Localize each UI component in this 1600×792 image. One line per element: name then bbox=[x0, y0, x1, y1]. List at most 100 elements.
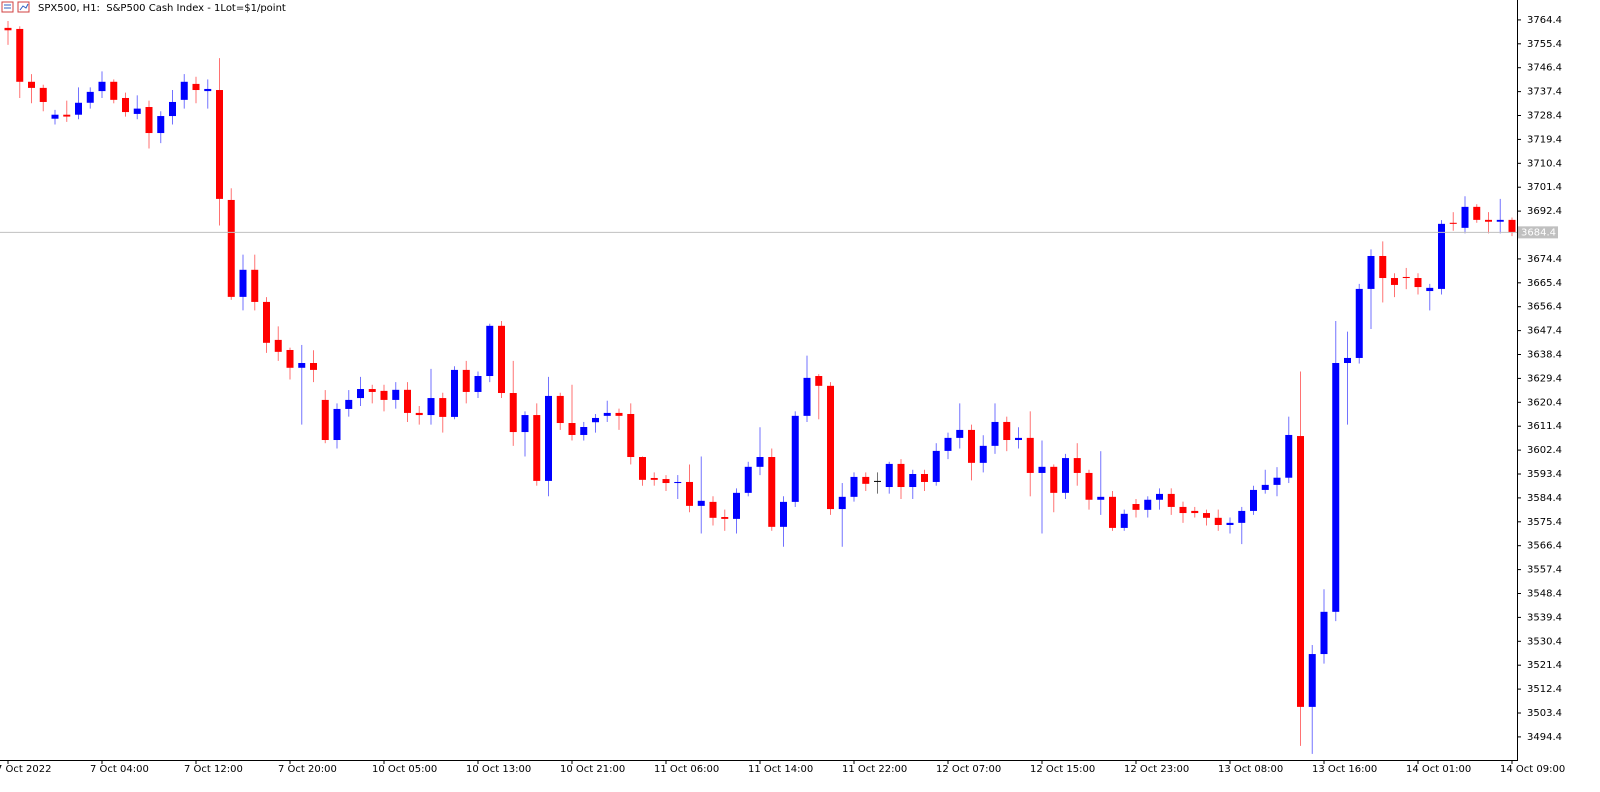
candle-body bbox=[462, 369, 470, 392]
candle-body bbox=[51, 114, 59, 119]
candle-body bbox=[1391, 278, 1398, 285]
candle-body bbox=[1203, 513, 1210, 518]
candle-body bbox=[380, 390, 388, 400]
candle-body bbox=[1285, 434, 1293, 478]
x-tick-label: 14 Oct 09:00 bbox=[1500, 764, 1565, 775]
candle-body bbox=[1050, 466, 1058, 493]
candle-body bbox=[1273, 477, 1281, 485]
candle-body bbox=[556, 395, 564, 424]
y-tick-label: 3674.4 bbox=[1527, 254, 1562, 265]
y-tick-label: 3530.4 bbox=[1527, 636, 1562, 647]
y-tick-label: 3494.4 bbox=[1527, 732, 1562, 743]
candle-body bbox=[815, 376, 823, 386]
x-tick-label: 7 Oct 2022 bbox=[0, 764, 51, 775]
y-tick-label: 3512.4 bbox=[1527, 684, 1562, 695]
current-price-label: 3684.4 bbox=[1521, 227, 1556, 238]
candle-body bbox=[474, 376, 482, 392]
y-tick-label: 3548.4 bbox=[1527, 589, 1562, 600]
candle-body bbox=[1320, 611, 1328, 655]
header-icons bbox=[1, 1, 30, 13]
candle-body bbox=[521, 415, 529, 433]
candle-body bbox=[333, 408, 341, 441]
candle-body bbox=[1109, 496, 1116, 528]
candle-body bbox=[733, 492, 740, 519]
candle-body bbox=[216, 90, 223, 199]
candle-body bbox=[1120, 513, 1128, 528]
candle-body bbox=[639, 457, 646, 480]
candle-body bbox=[603, 412, 611, 416]
candle-body bbox=[921, 474, 928, 482]
candle-body bbox=[686, 481, 693, 506]
candle-body bbox=[709, 501, 717, 518]
candle-body bbox=[627, 413, 635, 458]
candle-body bbox=[133, 108, 141, 114]
candle-body bbox=[28, 81, 35, 88]
y-tick-label: 3647.4 bbox=[1527, 326, 1562, 337]
x-tick-label: 11 Oct 14:00 bbox=[748, 764, 813, 775]
x-tick-label: 14 Oct 01:00 bbox=[1406, 764, 1471, 775]
x-tick-label: 10 Oct 05:00 bbox=[372, 764, 437, 775]
candle-body bbox=[345, 399, 353, 409]
candle-body bbox=[932, 450, 940, 482]
candle-body bbox=[1308, 654, 1316, 707]
y-tick-label: 3665.4 bbox=[1527, 278, 1562, 289]
candle-body bbox=[1332, 363, 1340, 612]
candle-body bbox=[439, 398, 447, 417]
candle-body bbox=[1073, 458, 1081, 473]
x-tick-label: 12 Oct 15:00 bbox=[1030, 764, 1095, 775]
candle-body bbox=[1250, 489, 1257, 511]
y-tick-label: 3737.4 bbox=[1527, 87, 1562, 98]
y-tick-label: 3656.4 bbox=[1527, 302, 1562, 313]
candle-body bbox=[1085, 472, 1093, 500]
candle-body bbox=[4, 27, 12, 31]
x-tick-label: 7 Oct 04:00 bbox=[90, 764, 149, 775]
candle-body bbox=[192, 83, 200, 91]
candle-body bbox=[533, 415, 541, 481]
candle-body bbox=[392, 389, 400, 400]
candle-body bbox=[263, 301, 270, 343]
candle-body bbox=[1167, 493, 1175, 507]
icon bbox=[19, 3, 29, 11]
candle-body bbox=[862, 476, 870, 484]
y-tick-label: 3746.4 bbox=[1527, 63, 1562, 74]
y-tick-label: 3503.4 bbox=[1527, 708, 1562, 719]
candle-body bbox=[1426, 287, 1434, 292]
x-tick-label: 10 Oct 13:00 bbox=[466, 764, 531, 775]
candle-body bbox=[1449, 222, 1457, 224]
candle-body bbox=[1003, 421, 1011, 441]
candle-body bbox=[991, 421, 999, 446]
y-tick-label: 3584.4 bbox=[1527, 493, 1562, 504]
candle-body bbox=[451, 369, 458, 417]
candle-body bbox=[1485, 219, 1492, 222]
candle-body bbox=[1438, 223, 1445, 289]
candle-body bbox=[204, 88, 212, 92]
candle-body bbox=[615, 412, 623, 416]
candle-body bbox=[86, 91, 94, 103]
candle-body bbox=[1508, 219, 1516, 233]
candle-body bbox=[1355, 288, 1363, 358]
candle-body bbox=[944, 437, 952, 451]
candle-body bbox=[1226, 522, 1234, 525]
candle-body bbox=[1156, 493, 1163, 500]
candle-body bbox=[298, 363, 306, 368]
candle-body bbox=[1473, 206, 1481, 220]
candle-body bbox=[180, 81, 188, 100]
candle-body bbox=[1367, 255, 1375, 289]
candle-body bbox=[592, 417, 599, 423]
candle-body bbox=[310, 363, 317, 370]
candle-body bbox=[979, 445, 987, 463]
candle-body bbox=[98, 81, 106, 92]
candle-body bbox=[968, 429, 975, 463]
y-tick-label: 3728.4 bbox=[1527, 111, 1562, 122]
candle-body bbox=[768, 457, 776, 527]
candle-body bbox=[1026, 437, 1034, 473]
chart-title: SPX500, H1: S&P500 Cash Index - 1Lot=$1/… bbox=[38, 3, 286, 14]
candle-body bbox=[75, 102, 82, 115]
y-tick-label: 3764.4 bbox=[1527, 15, 1562, 26]
candle-body bbox=[1461, 206, 1469, 228]
y-tick-label: 3719.4 bbox=[1527, 134, 1562, 145]
candle-body bbox=[415, 412, 423, 416]
candle-body bbox=[1379, 255, 1387, 279]
candle-body bbox=[321, 399, 329, 441]
